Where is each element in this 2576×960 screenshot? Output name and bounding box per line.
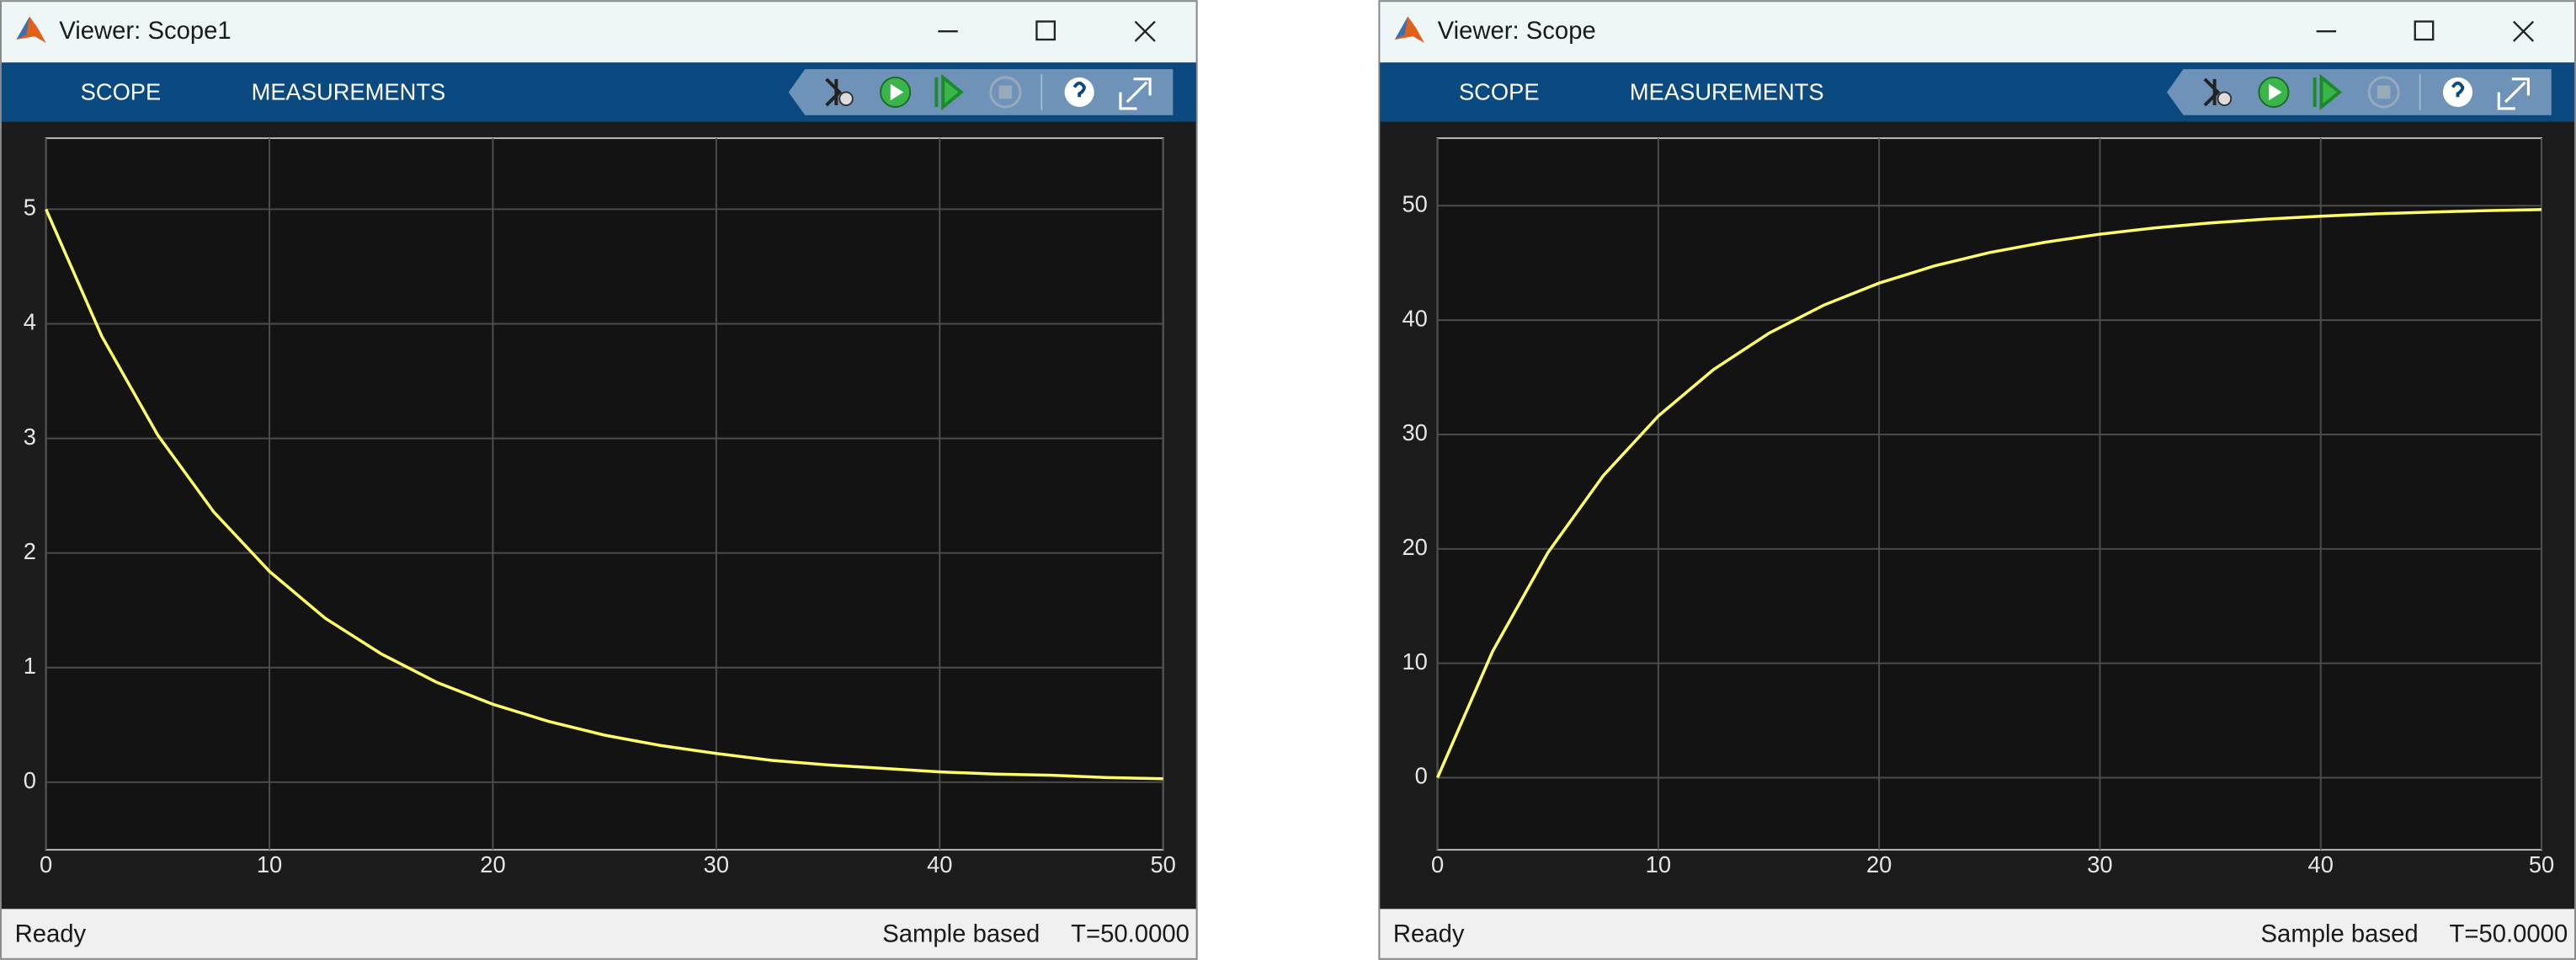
plot-area	[1436, 137, 2542, 851]
signal-line	[45, 208, 1163, 781]
sample-mode: Sample based	[2261, 920, 2419, 947]
stop-glyph	[998, 85, 1013, 99]
toolbar-tab[interactable]: SCOPE	[81, 79, 162, 105]
window-title: Viewer: Scope1	[59, 18, 231, 45]
y-tick-label: 4	[24, 309, 36, 335]
matlab-icon	[1394, 16, 1424, 43]
signal-line	[1435, 208, 2542, 779]
x-tick-label: 50	[2529, 851, 2554, 877]
toolbar-tab[interactable]: SCOPE	[1459, 79, 1540, 105]
undock-button[interactable]	[2497, 77, 2530, 110]
close-button[interactable]	[1134, 20, 1156, 42]
step-back-button[interactable]	[825, 77, 842, 107]
x-tick-label: 20	[480, 851, 505, 877]
x-tick-label: 30	[2087, 851, 2112, 877]
status-bar	[1, 909, 1196, 958]
sim-time: T=50.0000	[1071, 920, 1190, 947]
y-tick-label: 1	[24, 653, 36, 679]
status-bar	[1380, 909, 2575, 958]
x-tick-label: 20	[1866, 851, 1892, 877]
y-tick-label: 40	[1402, 305, 1427, 331]
x-tick-label: 0	[1431, 851, 1444, 877]
viewer-window: Viewer: Scope SCOPE MEASUREMENTS 0 10 20 30 40 5…	[1378, 0, 2576, 960]
y-tick-label: 50	[1402, 190, 1427, 216]
window-title: Viewer: Scope	[1438, 18, 1596, 45]
y-tick-label: 10	[1402, 648, 1427, 675]
stop-button[interactable]	[989, 76, 1022, 109]
matlab-icon-shade	[1394, 16, 1408, 40]
settings-gear	[838, 91, 854, 107]
close-button[interactable]	[2513, 20, 2535, 42]
title-bar	[1380, 2, 2575, 63]
y-tick-label: 3	[24, 424, 36, 450]
step-back-button[interactable]	[2203, 77, 2221, 107]
help-glyph	[2451, 81, 2465, 98]
toolbar-tab[interactable]: MEASUREMENTS	[252, 79, 446, 105]
y-tick-label: 0	[24, 767, 36, 793]
x-tick-label: 40	[2308, 851, 2334, 877]
x-tick-label: 0	[40, 851, 52, 877]
sample-mode: Sample based	[882, 920, 1040, 947]
title-bar	[1, 2, 1196, 63]
y-tick-label: 5	[24, 195, 36, 221]
matlab-icon-shade	[16, 16, 30, 40]
status-text: Ready	[15, 920, 87, 947]
matlab-icon	[16, 16, 46, 43]
step-forward-button[interactable]	[2313, 73, 2343, 111]
stop-button[interactable]	[2367, 76, 2400, 109]
run-glyph	[2269, 83, 2282, 101]
stop-glyph	[2376, 85, 2391, 99]
status-text: Ready	[1393, 920, 1465, 947]
x-tick-label: 50	[1150, 851, 1175, 877]
step-forward-button[interactable]	[934, 73, 964, 111]
y-tick-label: 0	[1415, 763, 1428, 789]
run-glyph	[890, 83, 904, 101]
toolbar-tab[interactable]: MEASUREMENTS	[1630, 79, 1824, 105]
sim-time: T=50.0000	[2449, 920, 2568, 947]
maximize-button[interactable]	[2414, 20, 2435, 41]
help-glyph	[1072, 81, 1086, 98]
settings-gear	[2217, 91, 2233, 107]
x-tick-label: 10	[1646, 851, 1671, 877]
undock-button[interactable]	[1119, 77, 1152, 110]
y-tick-label: 2	[24, 538, 36, 564]
x-tick-label: 40	[927, 851, 952, 877]
y-tick-label: 20	[1402, 534, 1427, 560]
x-tick-label: 10	[257, 851, 282, 877]
plot-area	[45, 137, 1164, 851]
maximize-button[interactable]	[1035, 20, 1056, 41]
x-tick-label: 30	[704, 851, 729, 877]
y-tick-label: 30	[1402, 419, 1427, 445]
